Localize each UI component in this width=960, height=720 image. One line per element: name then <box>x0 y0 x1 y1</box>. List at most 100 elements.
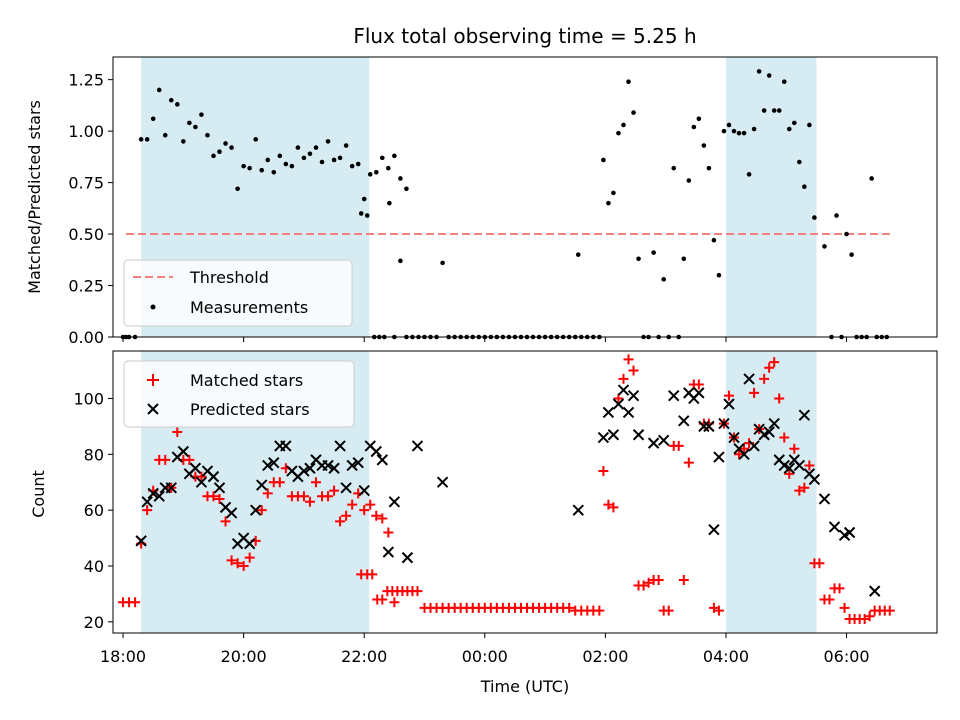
measurement-point <box>869 176 874 181</box>
matched-star-point <box>389 597 400 608</box>
y-tick-label: 80 <box>84 445 104 464</box>
measurement-point <box>440 260 445 266</box>
measurement-point <box>721 128 727 134</box>
predicted-star-point <box>436 476 449 488</box>
measurement-point <box>797 159 802 165</box>
matched-star-point <box>628 365 639 376</box>
predicted-star-point <box>370 445 382 458</box>
matched-star-point <box>723 390 734 401</box>
matched-star-point <box>769 357 780 368</box>
measurement-point <box>781 79 787 85</box>
y-tick-label: 100 <box>73 389 104 408</box>
measurement-point <box>822 244 827 249</box>
x-tick-label: 06:00 <box>824 647 870 666</box>
measurement-point <box>696 116 702 122</box>
measurement-point <box>386 165 391 171</box>
x-tick-label: 04:00 <box>703 647 749 666</box>
predicted-star-point <box>793 459 806 472</box>
x-tick-label: 02:00 <box>582 647 628 666</box>
matched-star-point <box>884 605 895 616</box>
measurement-point <box>289 163 295 169</box>
measurement-point <box>217 149 222 155</box>
predicted-star-point <box>177 445 190 458</box>
measurement-point <box>241 163 246 169</box>
bottom-legend: Matched stars Predicted stars <box>123 360 355 428</box>
predicted-star-point <box>678 415 690 427</box>
y-tick-label: 60 <box>84 501 104 520</box>
predicted-star-point <box>693 387 705 399</box>
measurement-point <box>150 116 156 122</box>
measurement-point <box>398 258 403 264</box>
measurement-point <box>636 256 641 262</box>
measurement-point <box>235 186 240 192</box>
predicted-star-point <box>708 523 720 536</box>
matched-star-point <box>244 552 255 563</box>
measurement-point <box>711 237 717 243</box>
predicted-star-point <box>334 440 346 452</box>
measurement-point <box>786 126 792 132</box>
matched-star-point <box>142 505 153 516</box>
predicted-star-point <box>668 389 680 402</box>
predicted-star-point <box>207 470 220 483</box>
measurement-point <box>771 108 777 113</box>
measurement-point <box>716 272 722 278</box>
predicted-star-point <box>632 429 645 441</box>
threshold-legend-label: Threshold <box>189 268 269 287</box>
measurement-point <box>736 130 742 136</box>
x-tick-label: 00:00 <box>462 647 508 666</box>
predicted-star-point <box>713 451 725 463</box>
predicted-star-point <box>743 373 755 385</box>
predicted-star-point <box>657 434 670 447</box>
matched-star-point <box>859 614 870 625</box>
predicted-star-point <box>607 429 620 441</box>
predicted-star-point <box>843 526 856 539</box>
matched-star-point <box>310 477 321 488</box>
measurement-point <box>325 139 331 144</box>
matched-star-point <box>196 471 207 482</box>
measurement-point <box>404 186 409 192</box>
measurement-point <box>301 155 307 161</box>
predicted-star-point <box>768 417 780 430</box>
measurement-point <box>181 139 186 144</box>
predicted-star-point <box>602 406 615 419</box>
predicted-star-point <box>280 440 292 452</box>
predicted-star-point <box>738 448 750 461</box>
matched-star-point <box>623 354 634 365</box>
shaded-interval-1 <box>725 57 817 337</box>
predicted-legend-swatch <box>147 403 159 415</box>
x-tick-label: 20:00 <box>221 647 267 666</box>
measurement-point <box>761 108 767 113</box>
matched-star-point <box>739 443 750 454</box>
matched-star-point <box>172 426 183 437</box>
measurement-point <box>259 167 265 173</box>
matched-star-point <box>618 373 629 384</box>
measurement-point <box>168 97 174 103</box>
matched-star-point <box>834 583 845 594</box>
measurement-point <box>162 132 168 138</box>
top-legend: Threshold Measurements <box>123 259 353 327</box>
measurement-point <box>355 161 361 167</box>
measurement-point <box>295 145 301 150</box>
bottom-panel: 20 40 60 80 100 18:00 20:00 22:00 00:00 02:00 04:0… <box>73 350 938 666</box>
measurement-point <box>380 155 385 161</box>
matched-star-point <box>335 516 346 527</box>
matched-star-point <box>298 491 309 502</box>
matched-star-point <box>603 499 614 510</box>
matched-star-point <box>377 513 388 524</box>
matched-star-point <box>663 605 674 616</box>
measurement-point <box>741 130 747 136</box>
matched-star-point <box>377 594 388 605</box>
predicted-star-point <box>304 462 316 474</box>
matched-star-point <box>220 516 231 527</box>
measurement-point <box>265 157 271 163</box>
measurement-point <box>223 141 228 146</box>
matched-star-point <box>323 491 334 502</box>
matched-star-point <box>638 580 649 591</box>
predicted-star-point <box>147 487 159 500</box>
measurement-point <box>575 252 581 257</box>
y-tick-label: 0.50 <box>68 225 104 244</box>
predicted-star-point <box>627 389 640 402</box>
measurement-point <box>361 196 367 202</box>
measurement-point <box>187 120 192 126</box>
predicted-star-point <box>723 398 735 410</box>
